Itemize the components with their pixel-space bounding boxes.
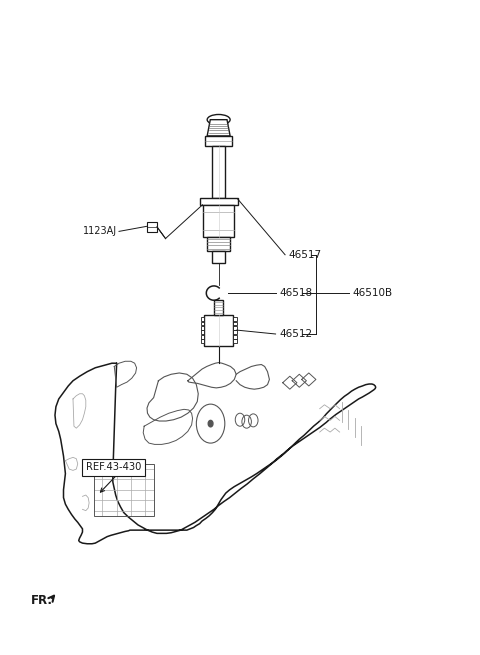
Bar <box>207 236 230 251</box>
Bar <box>233 335 237 339</box>
Bar <box>233 339 237 343</box>
Bar <box>212 145 225 198</box>
Bar <box>214 300 223 314</box>
Bar <box>205 136 232 145</box>
Bar <box>201 335 204 339</box>
Bar <box>201 317 204 321</box>
Bar <box>212 251 225 263</box>
Bar <box>233 330 237 334</box>
Bar <box>204 206 234 236</box>
Text: 46518: 46518 <box>279 288 312 298</box>
Bar <box>233 322 237 326</box>
Text: 46510B: 46510B <box>352 288 392 298</box>
Text: FR.: FR. <box>31 594 53 607</box>
Circle shape <box>208 421 213 427</box>
Bar <box>233 326 237 330</box>
Text: 1123AJ: 1123AJ <box>83 227 117 236</box>
Ellipse shape <box>207 115 230 125</box>
Bar <box>201 339 204 343</box>
Bar <box>204 314 233 346</box>
Bar <box>94 464 154 516</box>
Bar <box>201 326 204 330</box>
Bar <box>233 317 237 321</box>
Polygon shape <box>207 120 230 136</box>
Text: 46517: 46517 <box>289 250 322 260</box>
Text: REF.43-430: REF.43-430 <box>86 462 141 472</box>
Bar <box>200 198 238 206</box>
Text: 46512: 46512 <box>279 329 312 339</box>
Bar <box>201 330 204 334</box>
Bar <box>201 322 204 326</box>
Bar <box>147 221 157 232</box>
